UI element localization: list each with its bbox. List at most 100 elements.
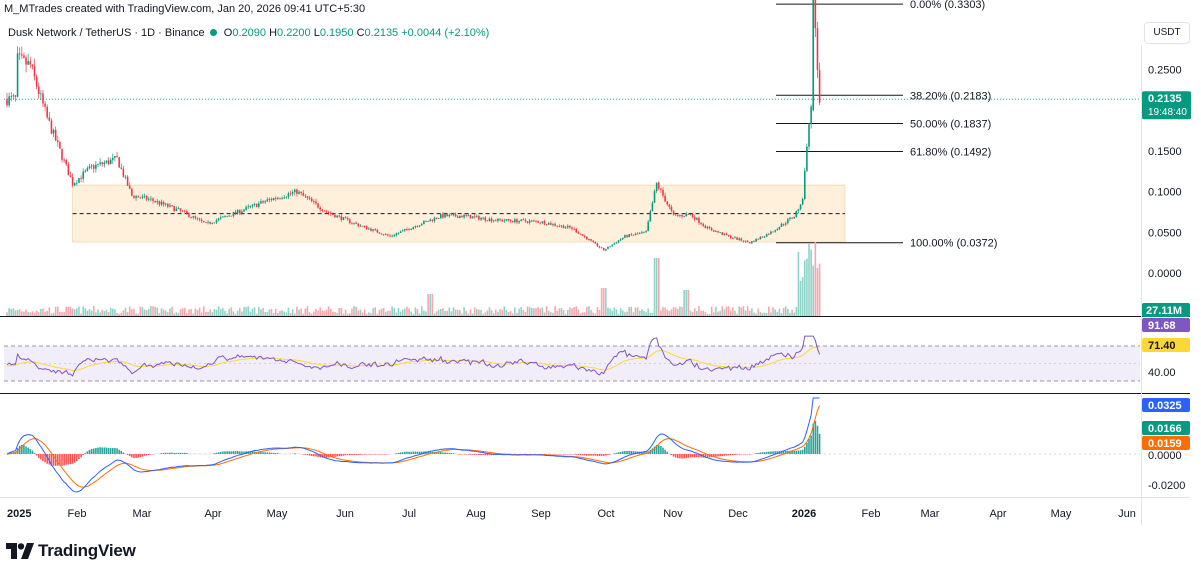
candle-body	[621, 237, 624, 240]
candle-body	[61, 148, 63, 160]
rsi-ma-line	[6, 346, 820, 372]
low-label: L	[313, 27, 320, 39]
volume-bar	[88, 309, 91, 316]
volume-bar	[186, 313, 188, 316]
macd-histogram-bar	[609, 454, 611, 455]
candle-body	[609, 246, 611, 248]
volume-bar	[793, 312, 795, 316]
candle-body	[600, 247, 603, 249]
candle-body	[501, 219, 503, 222]
volume-bar	[545, 306, 548, 316]
volume-bar	[230, 307, 233, 316]
volume-bar	[61, 312, 63, 316]
candle-body	[594, 241, 597, 244]
candle-body	[672, 210, 675, 215]
volume-bar	[509, 311, 512, 316]
candle-body	[272, 198, 275, 201]
candle-body	[782, 223, 785, 225]
volume-bar	[776, 311, 779, 316]
currency-button[interactable]: USDT	[1144, 22, 1190, 44]
macd-histogram-bar	[412, 451, 415, 454]
time-tick-label: Mar	[921, 508, 940, 520]
rsi-value: 91.68	[1148, 320, 1176, 332]
macd-histogram-bar	[387, 454, 389, 455]
candle-body	[118, 157, 120, 168]
candle-body	[710, 228, 713, 231]
macd-histogram-bar	[118, 449, 120, 454]
candle-body	[801, 198, 804, 205]
candle-body	[719, 232, 721, 234]
macd-histogram-bar	[670, 454, 673, 456]
macd-histogram-bar	[784, 450, 787, 454]
candle-body	[465, 214, 467, 216]
candle-body	[162, 201, 165, 205]
macd-histogram-bar	[133, 454, 135, 458]
candle-body	[789, 217, 791, 220]
macd-histogram-bar	[624, 451, 626, 454]
macd-histogram-bar	[84, 453, 87, 454]
candle-body	[361, 225, 364, 227]
candle-body	[389, 235, 391, 237]
macd-histogram-bar	[748, 454, 751, 455]
candle-body	[634, 233, 637, 235]
macd-histogram-bar	[164, 452, 167, 454]
volume-bar	[59, 312, 61, 316]
macd-histogram-bar	[437, 452, 440, 454]
volume-bar	[704, 311, 707, 316]
candle-body	[619, 239, 622, 241]
macd-histogram-bar	[797, 450, 800, 454]
candle-body	[442, 214, 444, 218]
volume-bar	[90, 310, 93, 316]
macd-histogram-bar	[806, 442, 808, 454]
candle-body	[681, 215, 683, 217]
candle-body	[137, 196, 139, 198]
macd-histogram-bar	[600, 454, 603, 456]
candle-body	[54, 129, 57, 141]
candle-body	[304, 195, 307, 197]
time-tick-label: Jun	[1118, 508, 1136, 520]
macd-histogram-bar	[135, 454, 137, 458]
candle-body	[376, 229, 379, 233]
macd-histogram-bar	[742, 454, 745, 455]
volume-bar	[321, 310, 324, 316]
volume-bar	[97, 309, 99, 316]
volume-bar	[42, 308, 44, 316]
candle-body	[795, 210, 798, 217]
candle-body	[418, 225, 421, 227]
volume-bar	[234, 313, 237, 316]
macd-histogram-bar	[704, 454, 707, 458]
candle-body	[243, 209, 245, 212]
macd-histogram-bar	[666, 451, 669, 454]
candle-body	[575, 228, 578, 233]
volume-bar	[152, 306, 154, 316]
volume-bar	[452, 307, 455, 316]
tradingview-logo[interactable]: TradingView	[6, 540, 136, 562]
candle-body	[40, 93, 42, 95]
last-price-value: 0.2135	[1148, 93, 1182, 105]
candle-body	[80, 178, 82, 179]
candle-body	[427, 220, 429, 222]
candle-body	[581, 234, 584, 236]
macd-histogram-bar	[780, 450, 783, 454]
candle-body	[630, 234, 633, 236]
candle-body	[35, 76, 38, 87]
volume-bar	[768, 306, 770, 316]
macd-histogram-bar	[313, 454, 315, 457]
price-tick-label: 0.2500	[1148, 65, 1182, 77]
candle-body	[59, 142, 61, 149]
candle-body	[583, 235, 586, 237]
macd-histogram-bar	[607, 454, 609, 456]
macd-value-badge	[1142, 398, 1190, 412]
volume-bar	[761, 313, 764, 316]
macd-histogram-bar	[54, 454, 57, 466]
volume-bar	[605, 288, 607, 316]
macd-histogram-bar	[420, 451, 423, 454]
candle-body	[141, 196, 144, 198]
time-tick-label: Dec	[728, 508, 748, 520]
macd-histogram-bar	[399, 452, 402, 454]
macd-histogram-bar	[594, 454, 597, 456]
macd-histogram-bar	[655, 445, 658, 454]
symbol-name[interactable]: Dusk Network / TetherUS · 1D · Binance	[8, 27, 205, 39]
macd-histogram-bar	[435, 452, 438, 454]
